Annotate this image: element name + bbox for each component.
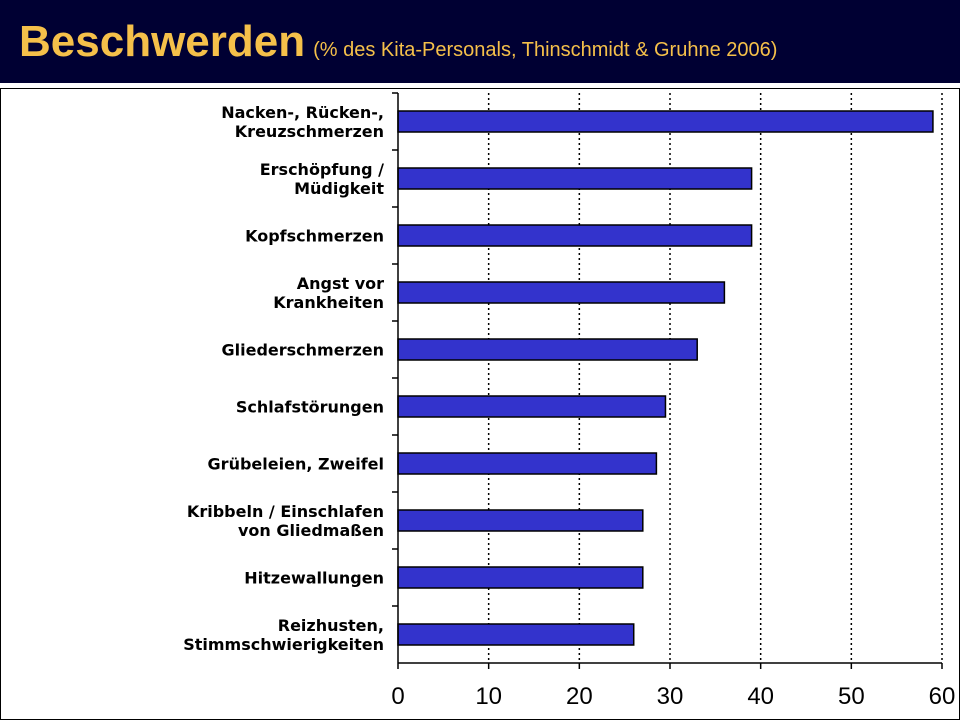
x-tick-label: 10: [475, 683, 502, 710]
category-label: Schlafstörungen: [236, 398, 384, 417]
x-tick-label: 40: [747, 683, 774, 710]
x-tick-label: 20: [566, 683, 593, 710]
subtitle-text: (% des Kita-Personals, Thinschmidt & Gru…: [313, 39, 778, 61]
x-tick-label: 50: [838, 683, 865, 710]
category-label: Kribbeln / Einschlafen: [187, 502, 384, 521]
title-bar: Beschwerden (% des Kita-Personals, Thinsc…: [0, 0, 960, 83]
category-label: Krankheiten: [273, 293, 384, 312]
category-label: Angst vor: [297, 274, 384, 293]
category-label: Reizhusten,: [278, 616, 384, 635]
x-tick-label: 0: [391, 683, 404, 710]
bar: [397, 395, 667, 418]
bar: [397, 338, 698, 361]
x-tick-label: 60: [929, 683, 956, 710]
bar: [397, 452, 658, 475]
bar: [397, 509, 644, 532]
bar: [397, 623, 635, 646]
category-label: Kopfschmerzen: [245, 227, 384, 246]
bar: [397, 110, 934, 133]
category-label: Hitzewallungen: [244, 569, 384, 588]
category-label: Nacken-, Rücken-,: [221, 103, 384, 122]
bar: [397, 224, 753, 247]
category-label: Kreuzschmerzen: [235, 122, 384, 141]
category-label: Gliederschmerzen: [221, 341, 384, 360]
category-label: Erschöpfung /: [260, 160, 384, 179]
bar: [397, 281, 726, 304]
bar: [397, 167, 753, 190]
category-label: Müdigkeit: [294, 179, 384, 198]
category-label: Grübeleien, Zweifel: [208, 455, 384, 474]
title-text: Beschwerden: [19, 17, 306, 66]
category-label: von Gliedmaßen: [238, 521, 384, 540]
category-label: Stimmschwierigkeiten: [183, 635, 384, 654]
x-tick-label: 30: [657, 683, 684, 710]
bar: [397, 566, 644, 589]
page-title: Beschwerden (% des Kita-Personals, Thinsc…: [19, 12, 777, 80]
